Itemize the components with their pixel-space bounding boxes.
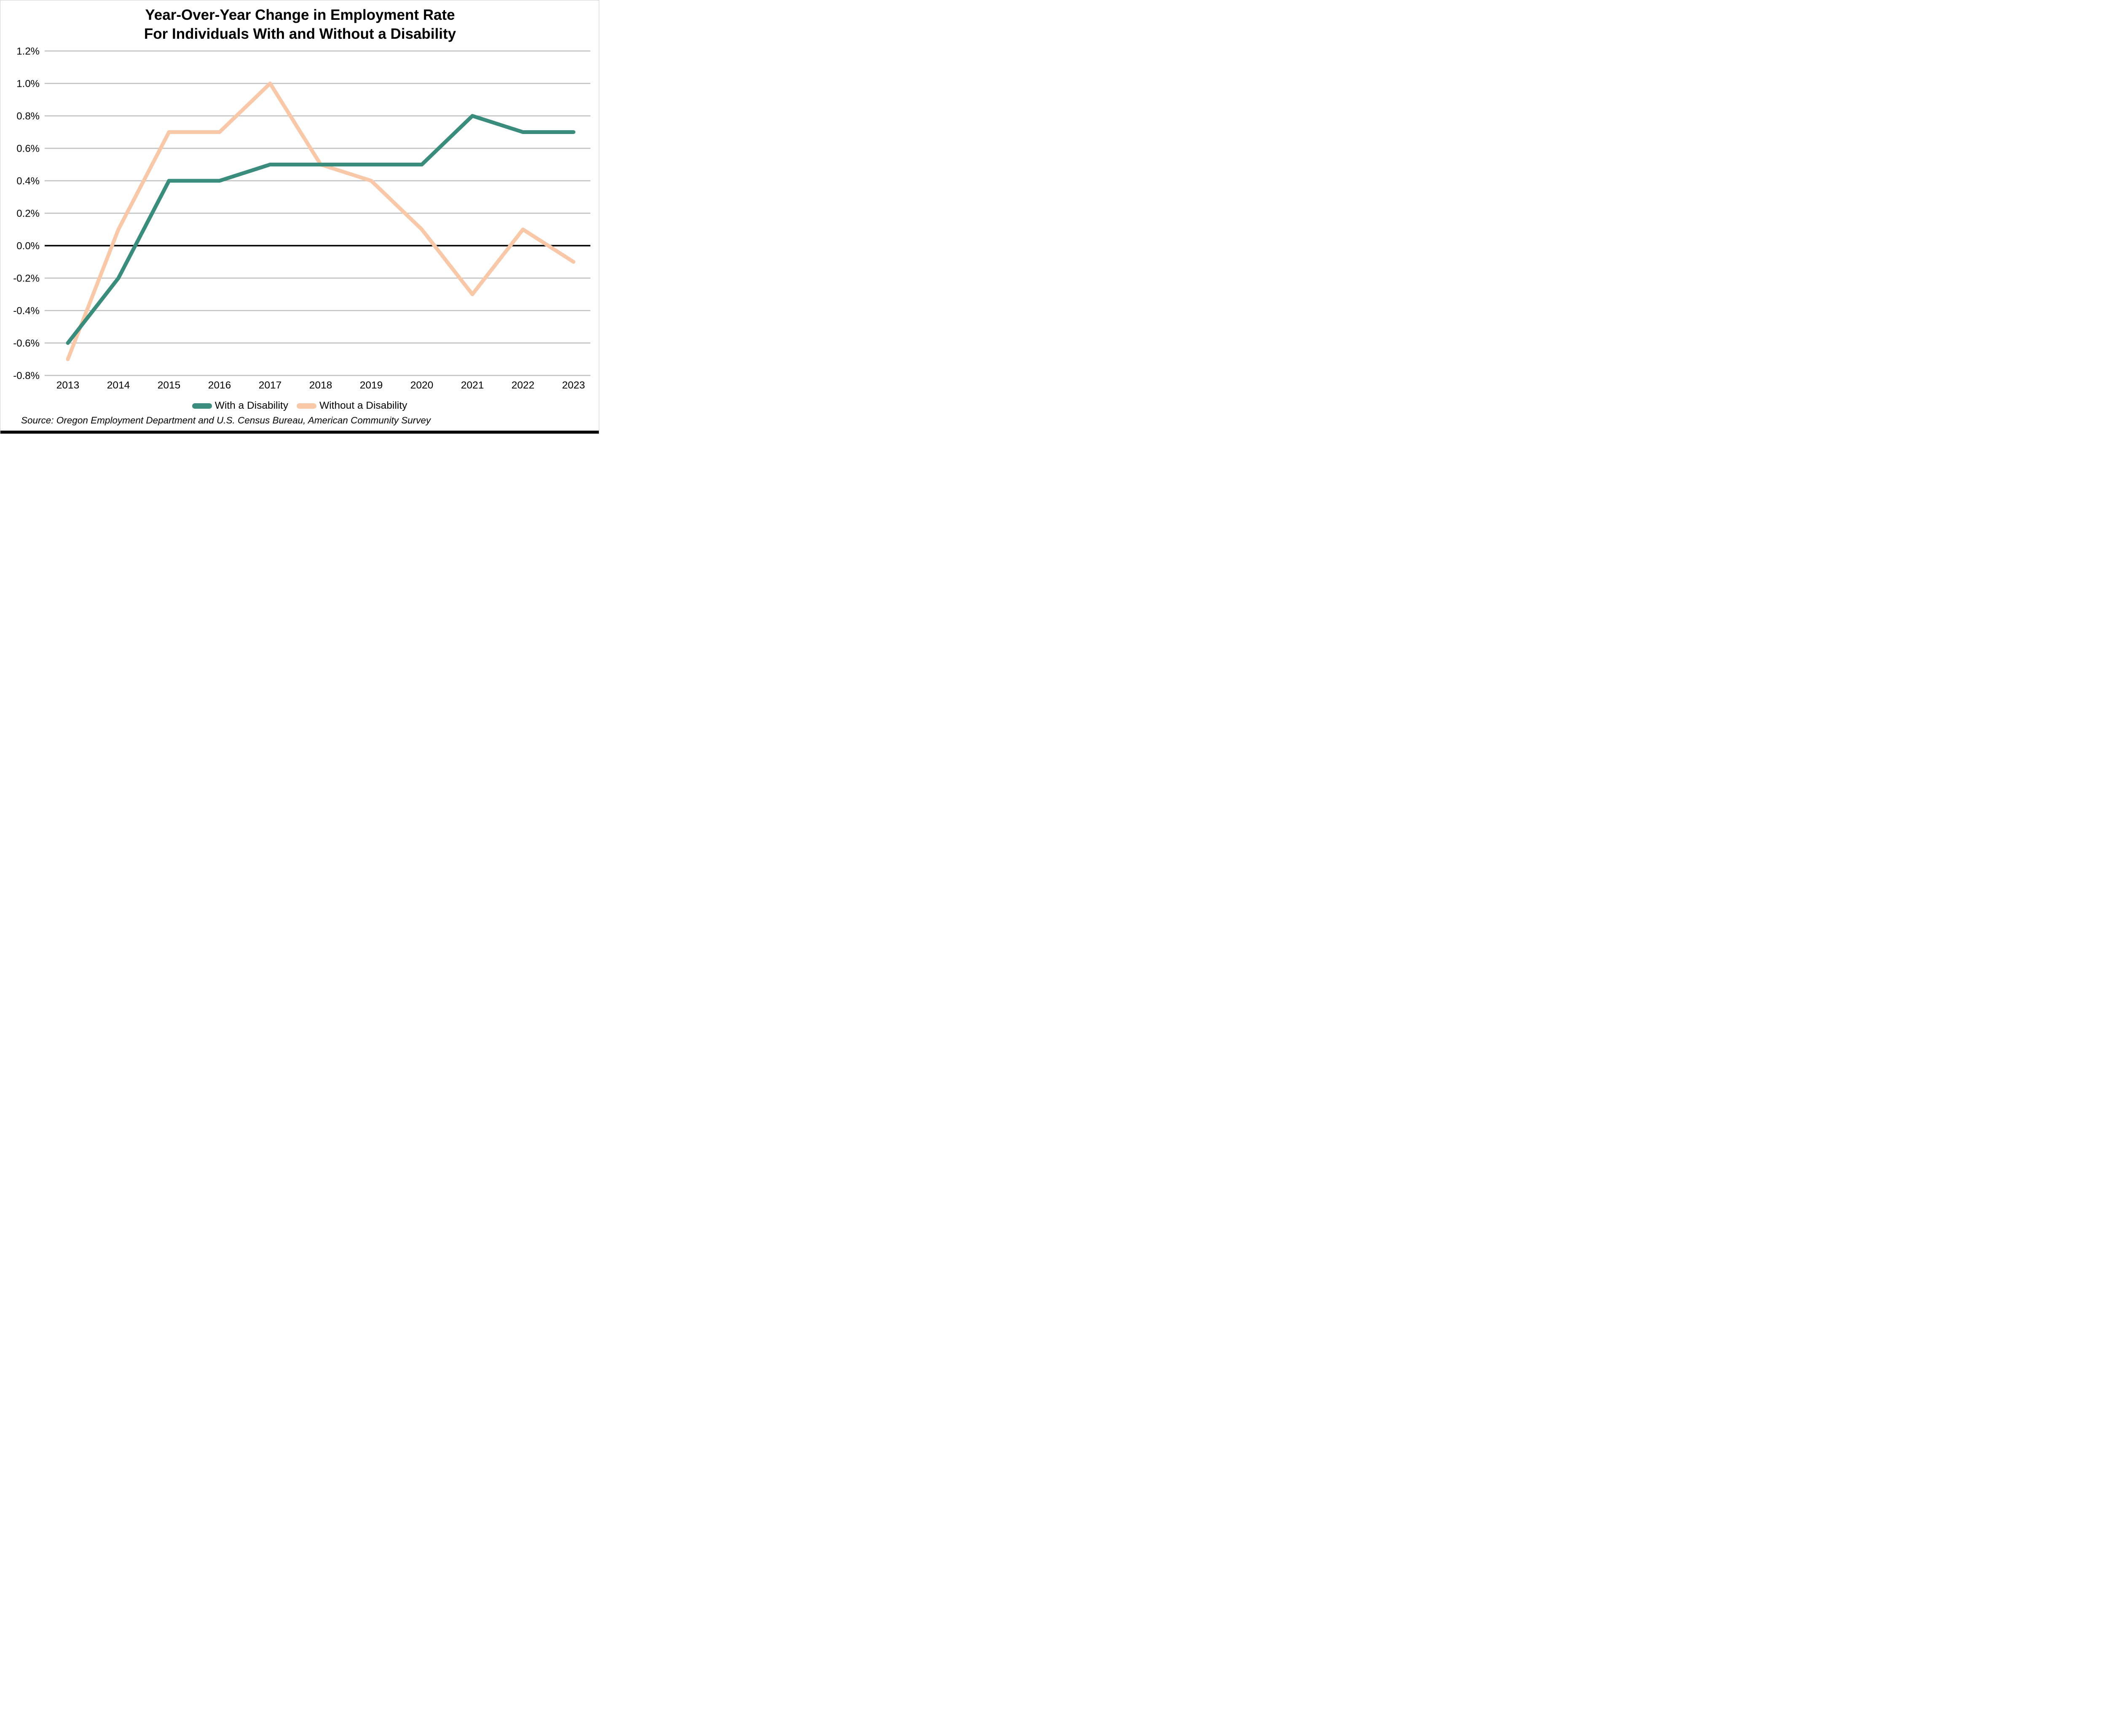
y-tick-label: 0.2%	[16, 208, 40, 220]
legend-item-without-a-disability: Without a Disability	[296, 400, 407, 412]
x-year-label: 2015	[158, 380, 181, 391]
y-tick-label: -0.8%	[13, 370, 40, 382]
bottom-black-bar	[0, 431, 599, 434]
y-tick-label: 0.8%	[16, 111, 40, 122]
line-chart: Year-Over-Year Change in Employment Rate…	[13, 7, 590, 391]
chart-legend: With a Disability Without a Disability	[0, 400, 599, 412]
axis-labels-group: 1.2% 1.0% 0.8% 0.6% 0.4% 0.2% 0.0% -0.2% -0.4% -0…	[13, 46, 585, 391]
series-group	[66, 81, 576, 361]
chart-title-line-2: For Individuals With and Without a Disab…	[144, 26, 456, 42]
x-year-label: 2013	[56, 380, 80, 391]
y-tick-label: -0.4%	[13, 305, 40, 317]
series-line-with-a-disability	[66, 114, 576, 345]
x-year-label: 2017	[259, 380, 282, 391]
legend-item-with-a-disability: With a Disability	[192, 400, 288, 412]
y-tick-label: 0.4%	[16, 176, 40, 187]
y-tick-label: 0.6%	[16, 143, 40, 155]
legend-swatch-icon	[296, 403, 316, 409]
y-tick-label: 1.0%	[16, 78, 40, 90]
legend-label: With a Disability	[214, 400, 288, 411]
legend-swatch-icon	[192, 403, 212, 409]
x-year-label: 2021	[461, 380, 484, 391]
x-year-label: 2018	[309, 380, 332, 391]
y-tick-label: 1.2%	[16, 46, 40, 57]
x-year-label: 2016	[208, 380, 231, 391]
y-tick-label: 0.0%	[16, 241, 40, 252]
x-year-label: 2022	[512, 380, 535, 391]
x-year-label: 2023	[562, 380, 585, 391]
legend-label: Without a Disability	[319, 400, 407, 411]
x-year-label: 2019	[360, 380, 383, 391]
chart-page: Year-Over-Year Change in Employment Rate…	[0, 0, 599, 434]
x-year-label: 2020	[410, 380, 434, 391]
x-year-label: 2014	[107, 380, 130, 391]
chart-title-line-1: Year-Over-Year Change in Employment Rate	[145, 7, 455, 23]
y-tick-label: -0.2%	[13, 273, 40, 284]
source-note: Source: Oregon Employment Department and…	[21, 415, 431, 426]
y-tick-label: -0.6%	[13, 338, 40, 349]
